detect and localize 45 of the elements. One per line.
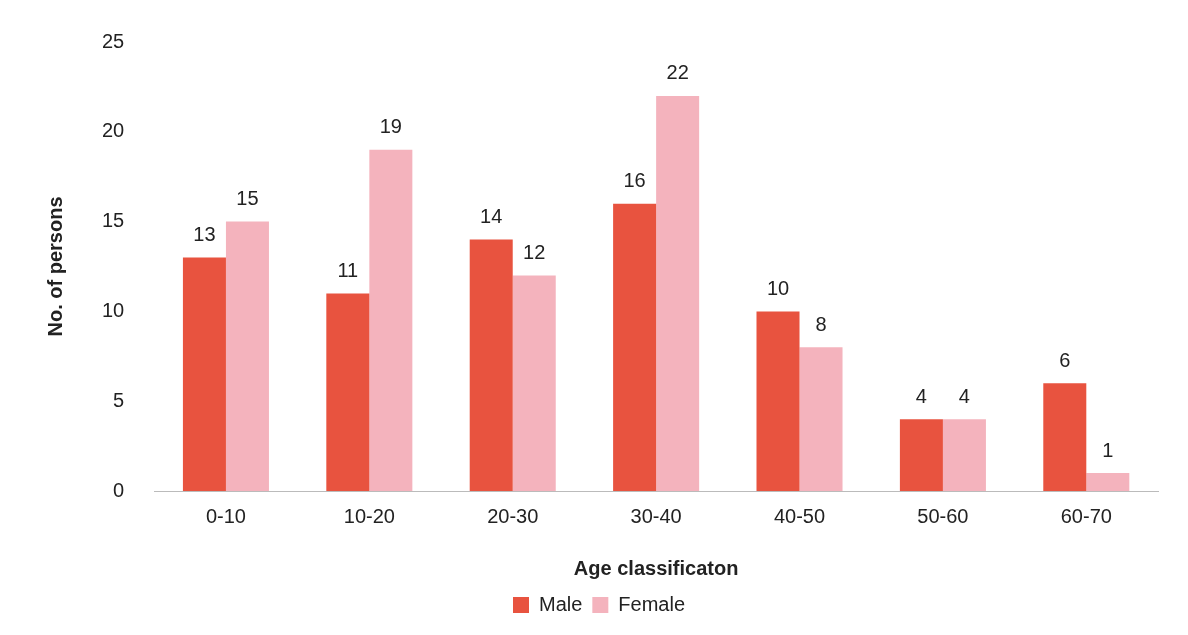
data-label: 15 bbox=[236, 187, 259, 210]
bar bbox=[942, 419, 986, 491]
data-label: 4 bbox=[958, 384, 970, 407]
data-label: 10 bbox=[766, 276, 790, 299]
legend-label: Male bbox=[538, 592, 583, 615]
data-label: 13 bbox=[193, 223, 216, 246]
data-label: 6 bbox=[1059, 348, 1071, 371]
bar bbox=[756, 311, 800, 491]
y-tick-label: 5 bbox=[113, 388, 125, 411]
legend-label: Female bbox=[618, 592, 686, 615]
y-tick-label: 10 bbox=[102, 298, 125, 321]
data-label: 1 bbox=[1102, 438, 1114, 461]
bar bbox=[326, 293, 370, 491]
x-tick-label: 0-10 bbox=[205, 504, 246, 527]
bar bbox=[799, 347, 843, 491]
x-tick-label: 10-20 bbox=[343, 504, 395, 527]
data-label: 8 bbox=[815, 312, 827, 335]
y-tick-label: 0 bbox=[113, 478, 125, 501]
x-tick-label: 20-30 bbox=[487, 504, 539, 527]
data-label: 14 bbox=[480, 205, 503, 228]
data-label: 4 bbox=[915, 384, 927, 407]
x-tick-label: 60-70 bbox=[1060, 504, 1112, 527]
x-tick-label: 50-60 bbox=[917, 504, 969, 527]
y-tick-label: 20 bbox=[102, 119, 125, 142]
data-label: 16 bbox=[623, 169, 646, 192]
bar bbox=[182, 257, 226, 491]
bar bbox=[369, 149, 413, 491]
y-axis-title: No. of persons bbox=[43, 196, 66, 337]
bar bbox=[469, 239, 513, 491]
data-label: 19 bbox=[379, 115, 402, 138]
bar bbox=[613, 203, 657, 491]
data-label: 11 bbox=[337, 258, 359, 281]
bar bbox=[1043, 383, 1087, 491]
y-tick-label: 15 bbox=[102, 209, 125, 232]
x-tick-label: 30-40 bbox=[630, 504, 682, 527]
data-label: 22 bbox=[666, 61, 689, 84]
bar bbox=[512, 275, 556, 491]
bar bbox=[656, 95, 700, 491]
bar bbox=[899, 419, 943, 491]
bar bbox=[225, 221, 269, 491]
y-tick-label: 25 bbox=[102, 29, 125, 52]
x-axis-title: Age classificaton bbox=[573, 556, 739, 579]
data-label: 12 bbox=[523, 241, 546, 263]
x-tick-label: 40-50 bbox=[773, 504, 826, 527]
bar bbox=[1086, 473, 1130, 491]
